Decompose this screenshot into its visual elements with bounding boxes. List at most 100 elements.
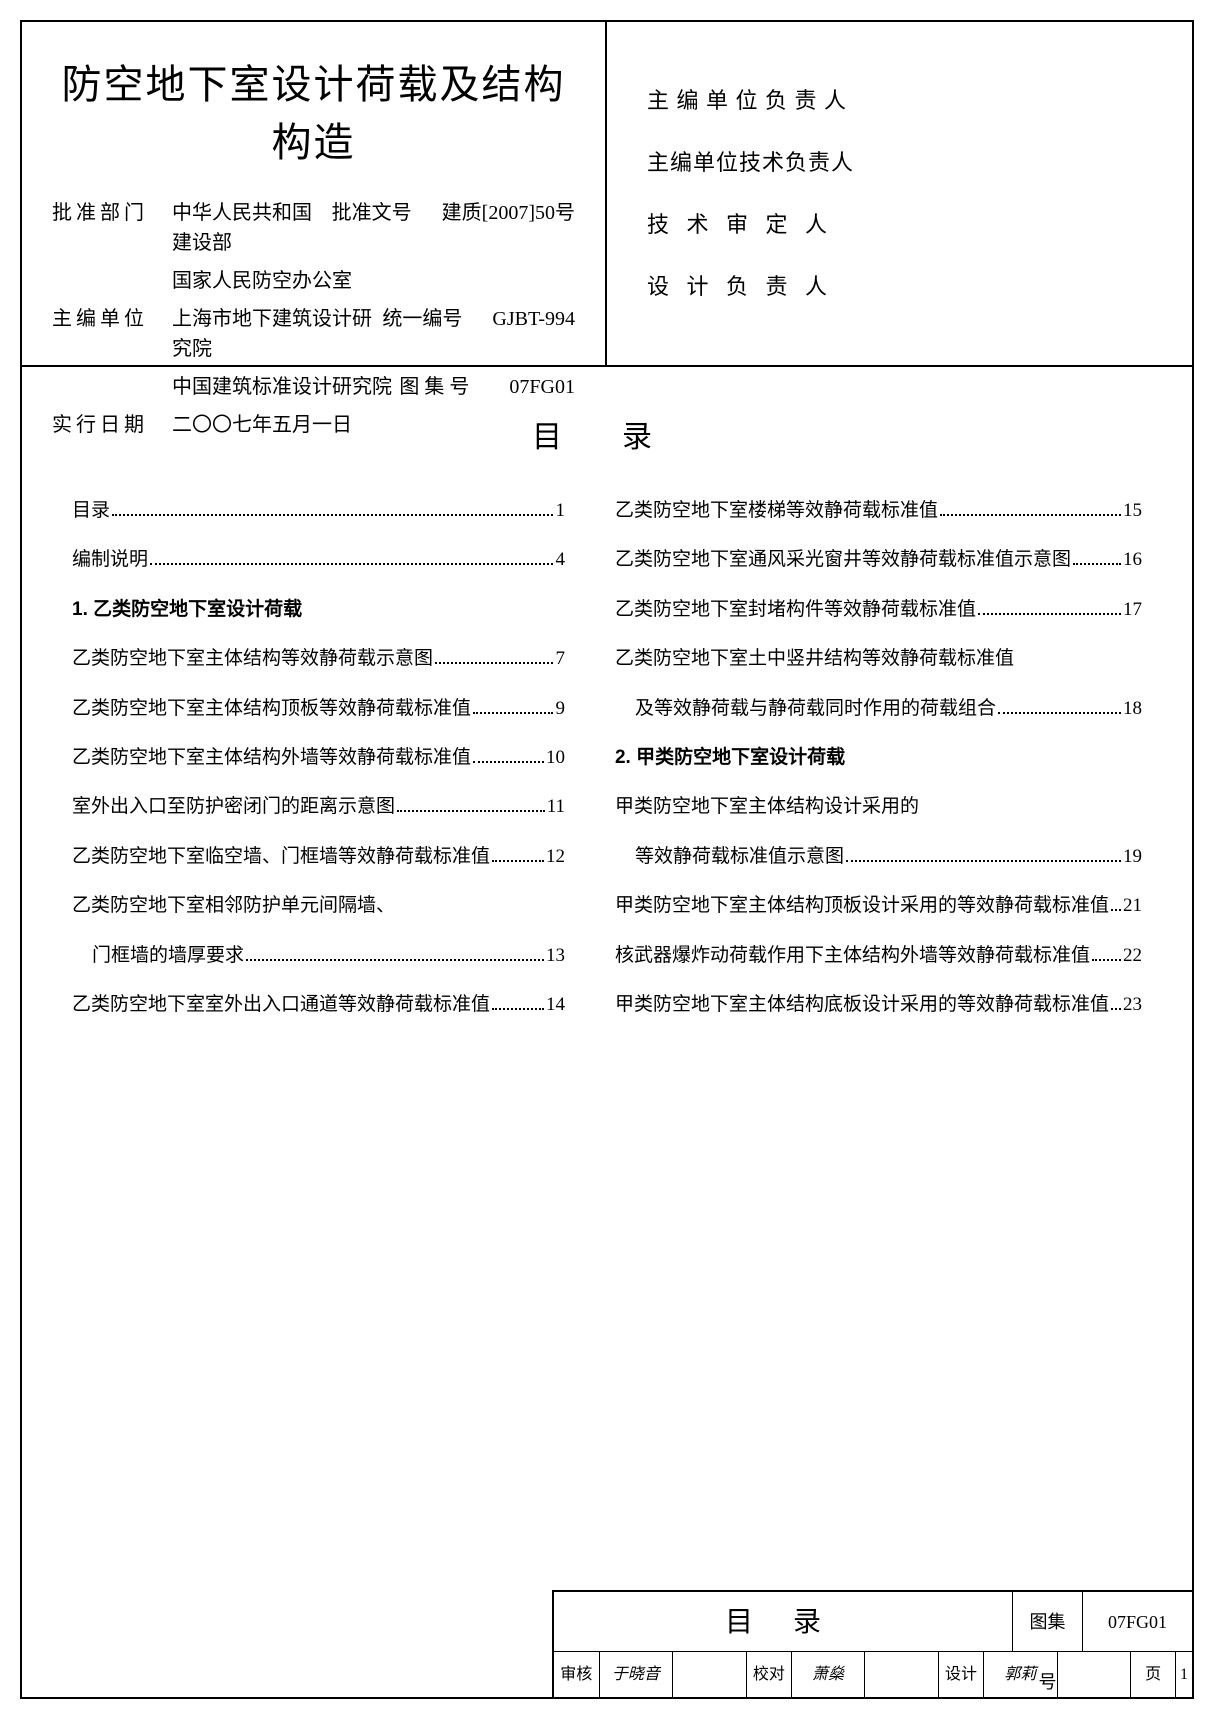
toc-line: 乙类防空地下室封堵构件等效静荷载标准值17 [615,585,1142,634]
doc-title: 防空地下室设计荷载及结构构造 [52,52,575,168]
approve-dept-label: 批准部门 [52,198,172,258]
toc-line: 目录 1 [72,486,565,535]
toc-text: 乙类防空地下室相邻防护单元间隔墙、 [72,881,395,930]
toc-line: 及等效静荷载与静荷载同时作用的荷载组合 18 [615,684,1142,733]
toc-page: 7 [555,634,565,683]
editor-row: 主编单位 上海市地下建筑设计研究院 统一编号 GJBT-994 [52,304,575,364]
toc-page: 23 [1123,980,1142,1029]
toc-dots [1092,959,1121,961]
approve-dept-val2: 国家人民防空办公室 [172,266,575,296]
toc-dots [998,712,1121,714]
toc-dots [940,514,1121,516]
toc-columns: 目录 1 编制说明 4 1. 乙类防空地下室设计荷载乙类防空地下室主体结构等效静荷载示意… [72,486,1142,1029]
toc-text: 甲类防空地下室主体结构设计采用的 [615,782,919,831]
ap-v1: 于晓音 [599,1652,673,1697]
toc-dots [397,810,545,812]
toc-dots [492,860,544,862]
toc-line: 甲类防空地下室主体结构设计采用的 [615,782,1142,831]
toc-dots [1111,909,1121,911]
toc-line: 乙类防空地下室室外出入口通道等效静荷载标准值 14 [72,980,565,1029]
ap-plabel: 页 [1130,1652,1175,1697]
header-right: 主 编 单 位 负 责 人 主编单位技术负责人 技 术 审 定 人 设 计 负 … [607,22,1192,365]
sig-row-1: 主 编 单 位 负 责 人 [647,74,1162,124]
toc-page: 1 [555,486,565,535]
sig-label-1: 主 编 单 位 负 责 人 [647,83,867,115]
footer-approve-row: 审核 于晓音 校对 萧燊 设计 郭莉 页 1 [554,1652,1192,1697]
sig-row-3: 技 术 审 定 人 [647,198,1162,248]
toc-page: 9 [555,684,565,733]
ap-v2s [864,1652,938,1697]
toc-line: 甲类防空地下室主体结构顶板设计采用的等效静荷载标准值 21 [615,881,1142,930]
toc-dots [1111,1008,1121,1010]
ap-pval: 1 [1175,1652,1192,1697]
toc-page: 15 [1123,486,1142,535]
footer-atlas-val: 07FG01 [1082,1592,1192,1651]
footer-block: 目录 图集号 07FG01 审核 于晓音 校对 萧燊 设计 郭莉 页 1 [552,1590,1192,1697]
toc-line: 乙类防空地下室临空墙、门框墙等效静荷载标准值12 [72,832,565,881]
toc-line: 乙类防空地下室主体结构等效静荷载示意图7 [72,634,565,683]
ap-v3s [1057,1652,1131,1697]
toc-text: 乙类防空地下室室外出入口通道等效静荷载标准值 [72,980,490,1029]
sig-row-4: 设 计 负 责 人 [647,260,1162,310]
toc-line: 1. 乙类防空地下室设计荷载 [72,585,565,634]
toc-text: 1. 乙类防空地下室设计荷载 [72,585,302,634]
toc-page: 14 [546,980,565,1029]
toc-line: 门框墙的墙厚要求 13 [72,931,565,980]
toc-line: 甲类防空地下室主体结构底板设计采用的等效静荷载标准值 23 [615,980,1142,1029]
approve-dept-val1: 中华人民共和国建设部 [172,198,332,258]
ap-k2: 校对 [746,1652,791,1697]
unify-no-val: GJBT-994 [492,304,575,364]
toc-page: 22 [1123,931,1142,980]
toc-line: 室外出入口至防护密闭门的距离示意图11 [72,782,565,831]
toc-text: 目录 [72,486,110,535]
toc-dots [978,613,1121,615]
toc-dots [1073,563,1121,565]
toc-page: 16 [1123,535,1142,584]
toc-page: 4 [555,535,565,584]
toc-text: 等效静荷载标准值示意图 [635,832,844,881]
toc-dots [112,514,553,516]
toc-page: 17 [1123,585,1142,634]
approve-dept-row: 批准部门 中华人民共和国建设部 批准文号 建质[2007]50号 [52,198,575,258]
header-left: 防空地下室设计荷载及结构构造 批准部门 中华人民共和国建设部 批准文号 建质[2… [22,22,607,365]
toc-line: 2. 甲类防空地下室设计荷载 [615,733,1142,782]
toc-page: 18 [1123,684,1142,733]
toc-text: 门框墙的墙厚要求 [92,931,244,980]
toc-page: 13 [546,931,565,980]
ap-k1: 审核 [554,1652,599,1697]
toc-line: 乙类防空地下室主体结构外墙等效静荷载标准值 10 [72,733,565,782]
toc-line: 核武器爆炸动荷载作用下主体结构外墙等效静荷载标准值22 [615,931,1142,980]
toc-page: 12 [546,832,565,881]
sig-label-2: 主编单位技术负责人 [647,145,867,177]
footer-atlas-label: 图集号 [1012,1592,1082,1651]
toc-text: 2. 甲类防空地下室设计荷载 [615,733,845,782]
unify-no-label: 统一编号 [382,304,492,364]
toc-page: 11 [547,782,565,831]
header-section: 防空地下室设计荷载及结构构造 批准部门 中华人民共和国建设部 批准文号 建质[2… [22,22,1192,367]
toc-dots [150,563,553,565]
toc-text: 乙类防空地下室主体结构外墙等效静荷载标准值 [72,733,471,782]
toc-text: 及等效静荷载与静荷载同时作用的荷载组合 [635,684,996,733]
toc-text: 甲类防空地下室主体结构底板设计采用的等效静荷载标准值 [615,980,1109,1029]
toc-text: 甲类防空地下室主体结构顶板设计采用的等效静荷载标准值 [615,881,1109,930]
sig-label-4: 设 计 负 责 人 [647,269,867,301]
footer-section: 目录 图集号 07FG01 审核 于晓音 校对 萧燊 设计 郭莉 页 1 [22,1577,1192,1697]
approve-no-val: 建质[2007]50号 [442,198,575,258]
toc-line: 乙类防空地下室土中竖井结构等效静荷载标准值 [615,634,1142,683]
toc-page: 10 [546,733,565,782]
toc-dots [473,761,544,763]
ap-v2: 萧燊 [791,1652,865,1697]
editor-label: 主编单位 [52,304,172,364]
approve-dept-row2: 国家人民防空办公室 [52,266,575,296]
toc-page: 21 [1123,881,1142,930]
toc-text: 乙类防空地下室楼梯等效静荷载标准值 [615,486,938,535]
toc-title: 目录 [102,412,1142,456]
approve-no-label: 批准文号 [332,198,442,258]
sig-row-2: 主编单位技术负责人 [647,136,1162,186]
toc-dots [246,959,544,961]
toc-col-left: 目录 1 编制说明 4 1. 乙类防空地下室设计荷载乙类防空地下室主体结构等效静荷载示意… [72,486,565,1029]
ap-v1s [672,1652,746,1697]
toc-dots [492,1008,544,1010]
toc-text: 编制说明 [72,535,148,584]
toc-line: 编制说明 4 [72,535,565,584]
